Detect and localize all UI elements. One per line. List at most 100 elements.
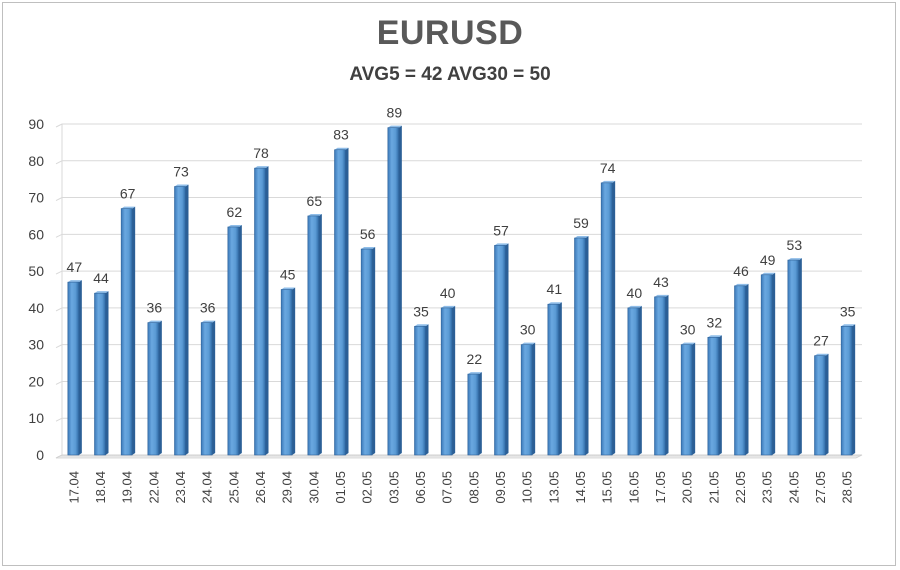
bar (574, 236, 589, 456)
bar (494, 243, 509, 456)
bar (67, 280, 82, 456)
chart-title: EURUSD (376, 14, 524, 52)
bar-side (638, 305, 642, 455)
bar-top (574, 236, 589, 239)
bar-side (398, 125, 402, 455)
bar-side (478, 372, 482, 455)
x-tick-label: 02.05 (360, 471, 375, 504)
bar (547, 302, 562, 456)
bar-top (627, 305, 642, 308)
data-label: 49 (760, 252, 776, 268)
bar (814, 353, 829, 456)
data-label: 40 (627, 285, 643, 301)
data-label: 74 (600, 160, 616, 176)
bar-side (265, 166, 269, 455)
bars (67, 125, 856, 456)
bar-side (132, 206, 136, 455)
gridline (55, 123, 862, 128)
bar-top (174, 184, 189, 187)
bar-side (798, 258, 802, 455)
x-tick-label: 17.04 (66, 471, 81, 504)
bar-side (718, 335, 722, 455)
data-label: 57 (493, 222, 509, 238)
data-label: 35 (840, 303, 856, 319)
bar-top (761, 272, 776, 275)
x-tick-label: 18.04 (93, 471, 108, 504)
bar-side (692, 342, 696, 455)
bar-front (227, 226, 240, 456)
bar-side (105, 291, 109, 455)
bar-front (574, 237, 586, 456)
bar-top (841, 324, 856, 327)
bar (414, 324, 429, 456)
bar-front (280, 289, 293, 456)
bar (654, 294, 669, 456)
x-tick-label: 29.04 (280, 471, 295, 504)
data-labels: 47 44 67 36 73 36 62 78 45 65 83 56 89 35 40 22 57 30 41 59… (67, 105, 856, 367)
data-label: 59 (573, 215, 589, 231)
bar-side (532, 342, 536, 455)
bar (200, 320, 216, 456)
bar-side (772, 272, 776, 455)
bar-front (840, 325, 853, 456)
bar-top (734, 283, 749, 286)
bar (360, 247, 376, 456)
bar (734, 283, 749, 456)
bar (440, 305, 456, 456)
bar (254, 166, 269, 456)
bar-front (200, 322, 213, 456)
data-label: 56 (360, 226, 376, 242)
x-tick-label: 21.05 (706, 471, 721, 504)
y-tick-label: 70 (28, 190, 44, 206)
bar (627, 305, 642, 456)
x-tick-label: 22.04 (146, 471, 161, 504)
bar-front (600, 182, 613, 456)
bar (174, 184, 189, 456)
bar-top (441, 305, 456, 308)
bar-side (425, 324, 429, 455)
bar-front (734, 285, 746, 456)
bar-top (601, 180, 616, 183)
data-label: 27 (813, 333, 829, 349)
bar-top (201, 320, 216, 323)
bar (334, 147, 349, 456)
data-label: 62 (227, 204, 243, 220)
data-label: 44 (93, 270, 109, 286)
bar-front (707, 337, 720, 456)
x-tick-label: 19.04 (120, 471, 135, 504)
bar-top (387, 125, 402, 128)
data-label: 46 (733, 263, 749, 279)
bar-front (174, 186, 186, 456)
bar-front (387, 127, 400, 456)
data-label: 47 (67, 259, 83, 275)
data-label: 40 (440, 285, 456, 301)
bar-front (147, 322, 160, 456)
chart-floor (55, 124, 863, 459)
bar-side (318, 213, 322, 455)
bar-top (494, 243, 509, 246)
bar-top (361, 247, 376, 250)
bar (787, 258, 802, 456)
bar (760, 272, 776, 456)
bar-top (121, 206, 136, 209)
data-label: 36 (147, 300, 163, 316)
x-tick-label: 20.05 (680, 471, 695, 504)
bar (280, 287, 296, 456)
bar-front (760, 274, 773, 456)
x-tick-label: 16.05 (626, 471, 641, 504)
data-label: 67 (120, 186, 136, 202)
x-tick-label: 13.05 (546, 471, 561, 504)
bar (680, 342, 696, 456)
bar-front (307, 215, 320, 456)
x-tick-label: 10.05 (520, 471, 535, 504)
bar-top (334, 147, 349, 150)
x-tick-label: 06.05 (413, 471, 428, 504)
bar (227, 224, 242, 456)
bar-top (227, 224, 242, 227)
data-label: 45 (280, 267, 296, 283)
bar (520, 342, 536, 456)
x-tick-label: 15.05 (600, 471, 615, 504)
x-tick-label: 24.04 (200, 471, 215, 504)
bar-top (254, 166, 269, 169)
